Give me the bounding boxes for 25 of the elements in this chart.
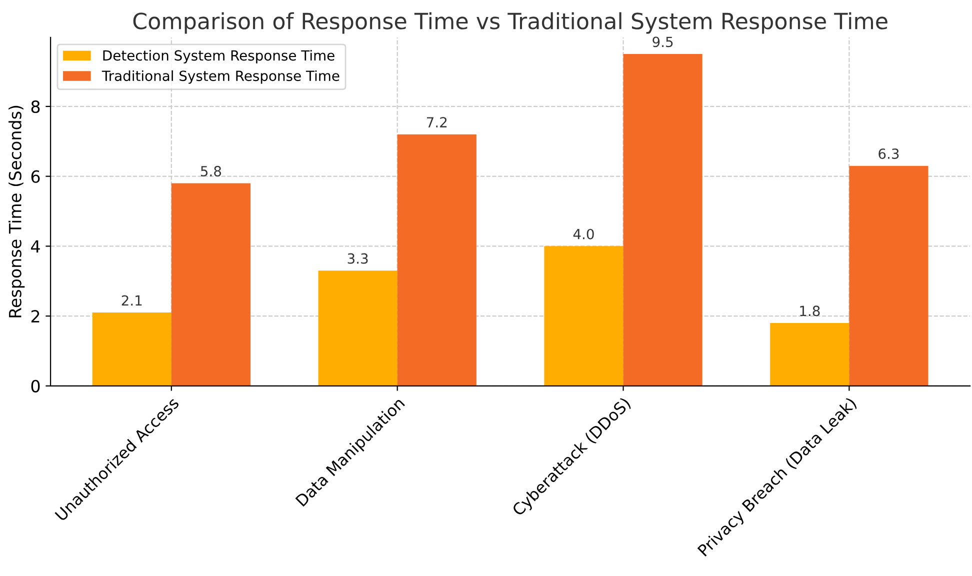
y-tick-label: 6 [31,170,40,183]
bar [171,183,250,386]
chart-title: Comparison of Response Time vs Traditional System Response Time [133,12,888,34]
legend-label: Traditional System Response Time [102,70,340,84]
y-axis-title: Response Time (Seconds) [8,106,25,318]
y-tick-label: 2 [31,310,40,322]
data-label: 2.1 [122,295,142,306]
y-tick-label: 0 [31,380,40,392]
y-tick-label: 4 [31,240,40,253]
data-label: 9.5 [652,36,673,48]
bar [623,54,702,386]
data-label: 5.8 [200,166,222,176]
data-label: 3.3 [348,253,368,264]
bar [849,166,928,386]
data-label: 6.3 [878,148,899,159]
legend-label: Detection System Response Time [103,50,334,64]
bar [770,323,850,386]
data-label: 4.0 [573,228,594,240]
bar [318,270,398,386]
bar [92,312,172,386]
data-label: 1.8 [800,306,820,316]
data-label: 7.2 [426,117,447,128]
bar [397,134,476,386]
y-tick-label: 8 [31,100,40,114]
bar [544,246,624,386]
